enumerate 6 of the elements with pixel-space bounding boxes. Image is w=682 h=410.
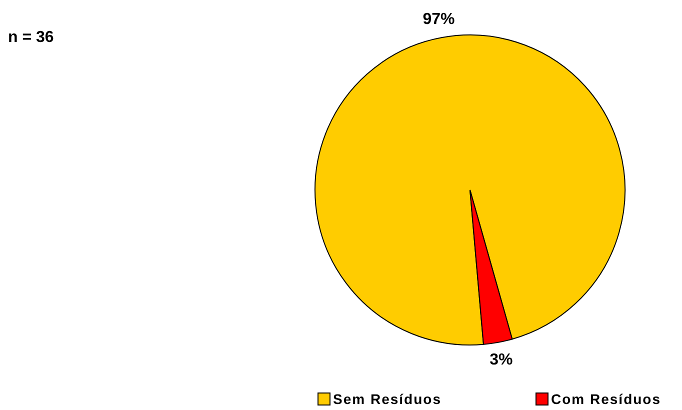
pie-slice <box>314 34 626 346</box>
legend-label: Sem Resíduos <box>333 391 442 407</box>
data-label: 3% <box>490 351 513 368</box>
text: n = 36 <box>8 29 54 46</box>
legend-label: Com Resíduos <box>551 391 662 407</box>
data-label: 97% <box>422 11 455 28</box>
